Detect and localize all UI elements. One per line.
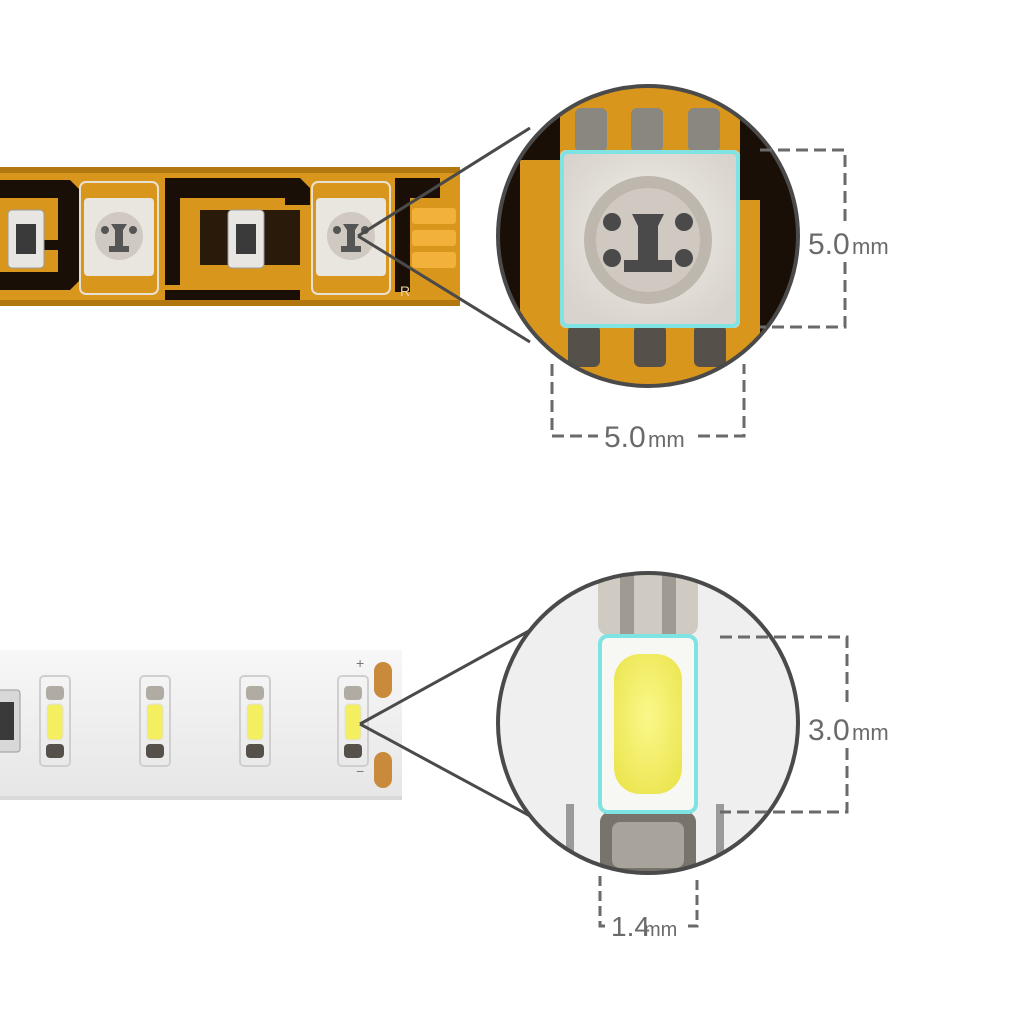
dimension-width-5050: 5.0 mm bbox=[550, 364, 746, 454]
dimension-height-unit: mm bbox=[852, 234, 889, 259]
pad-label: R bbox=[400, 283, 410, 299]
zoom-connector bbox=[359, 614, 557, 832]
resistor bbox=[227, 209, 265, 269]
solder-pads: R bbox=[400, 208, 456, 299]
lens-border bbox=[496, 571, 800, 875]
magnifier-lens-top bbox=[496, 84, 800, 388]
led-3014-chip bbox=[39, 675, 71, 767]
resistor bbox=[7, 209, 45, 269]
white-pcb bbox=[0, 650, 402, 798]
zoom-connector bbox=[357, 126, 531, 344]
led-3014-chip bbox=[139, 675, 171, 767]
led-5050-chip bbox=[79, 181, 159, 295]
pcb-top-edge bbox=[0, 167, 460, 173]
minus-sign: − bbox=[356, 763, 364, 779]
magnifier-lens-bottom bbox=[496, 571, 800, 875]
resistor bbox=[0, 689, 21, 753]
dimension-width-value: 1.4 bbox=[611, 911, 650, 942]
dimension-height-5050: 5.0 mm bbox=[760, 148, 889, 329]
dimension-width-unit: mm bbox=[648, 427, 685, 452]
dimension-height-value: 5.0 bbox=[808, 228, 850, 261]
strip-5050: R bbox=[0, 167, 460, 306]
dimension-height-3014: 3.0 mm bbox=[720, 635, 889, 814]
pcb-bottom-edge bbox=[0, 300, 460, 306]
led-3014-chip bbox=[239, 675, 271, 767]
polarity-pads: + − bbox=[356, 655, 392, 788]
plus-sign: + bbox=[356, 655, 364, 671]
led-5050-chip bbox=[311, 181, 391, 295]
chip-outline-highlight bbox=[560, 150, 740, 328]
dimension-width-3014: 1.4 mm bbox=[598, 876, 699, 942]
dimension-width-value: 5.0 bbox=[604, 421, 646, 454]
lens-border bbox=[496, 84, 800, 388]
strip-3014: + − bbox=[0, 650, 402, 800]
dimension-height-unit: mm bbox=[852, 720, 889, 745]
chip-outline-highlight bbox=[598, 634, 698, 814]
dimension-height-value: 3.0 bbox=[808, 714, 850, 747]
dimension-width-unit: mm bbox=[644, 919, 677, 941]
